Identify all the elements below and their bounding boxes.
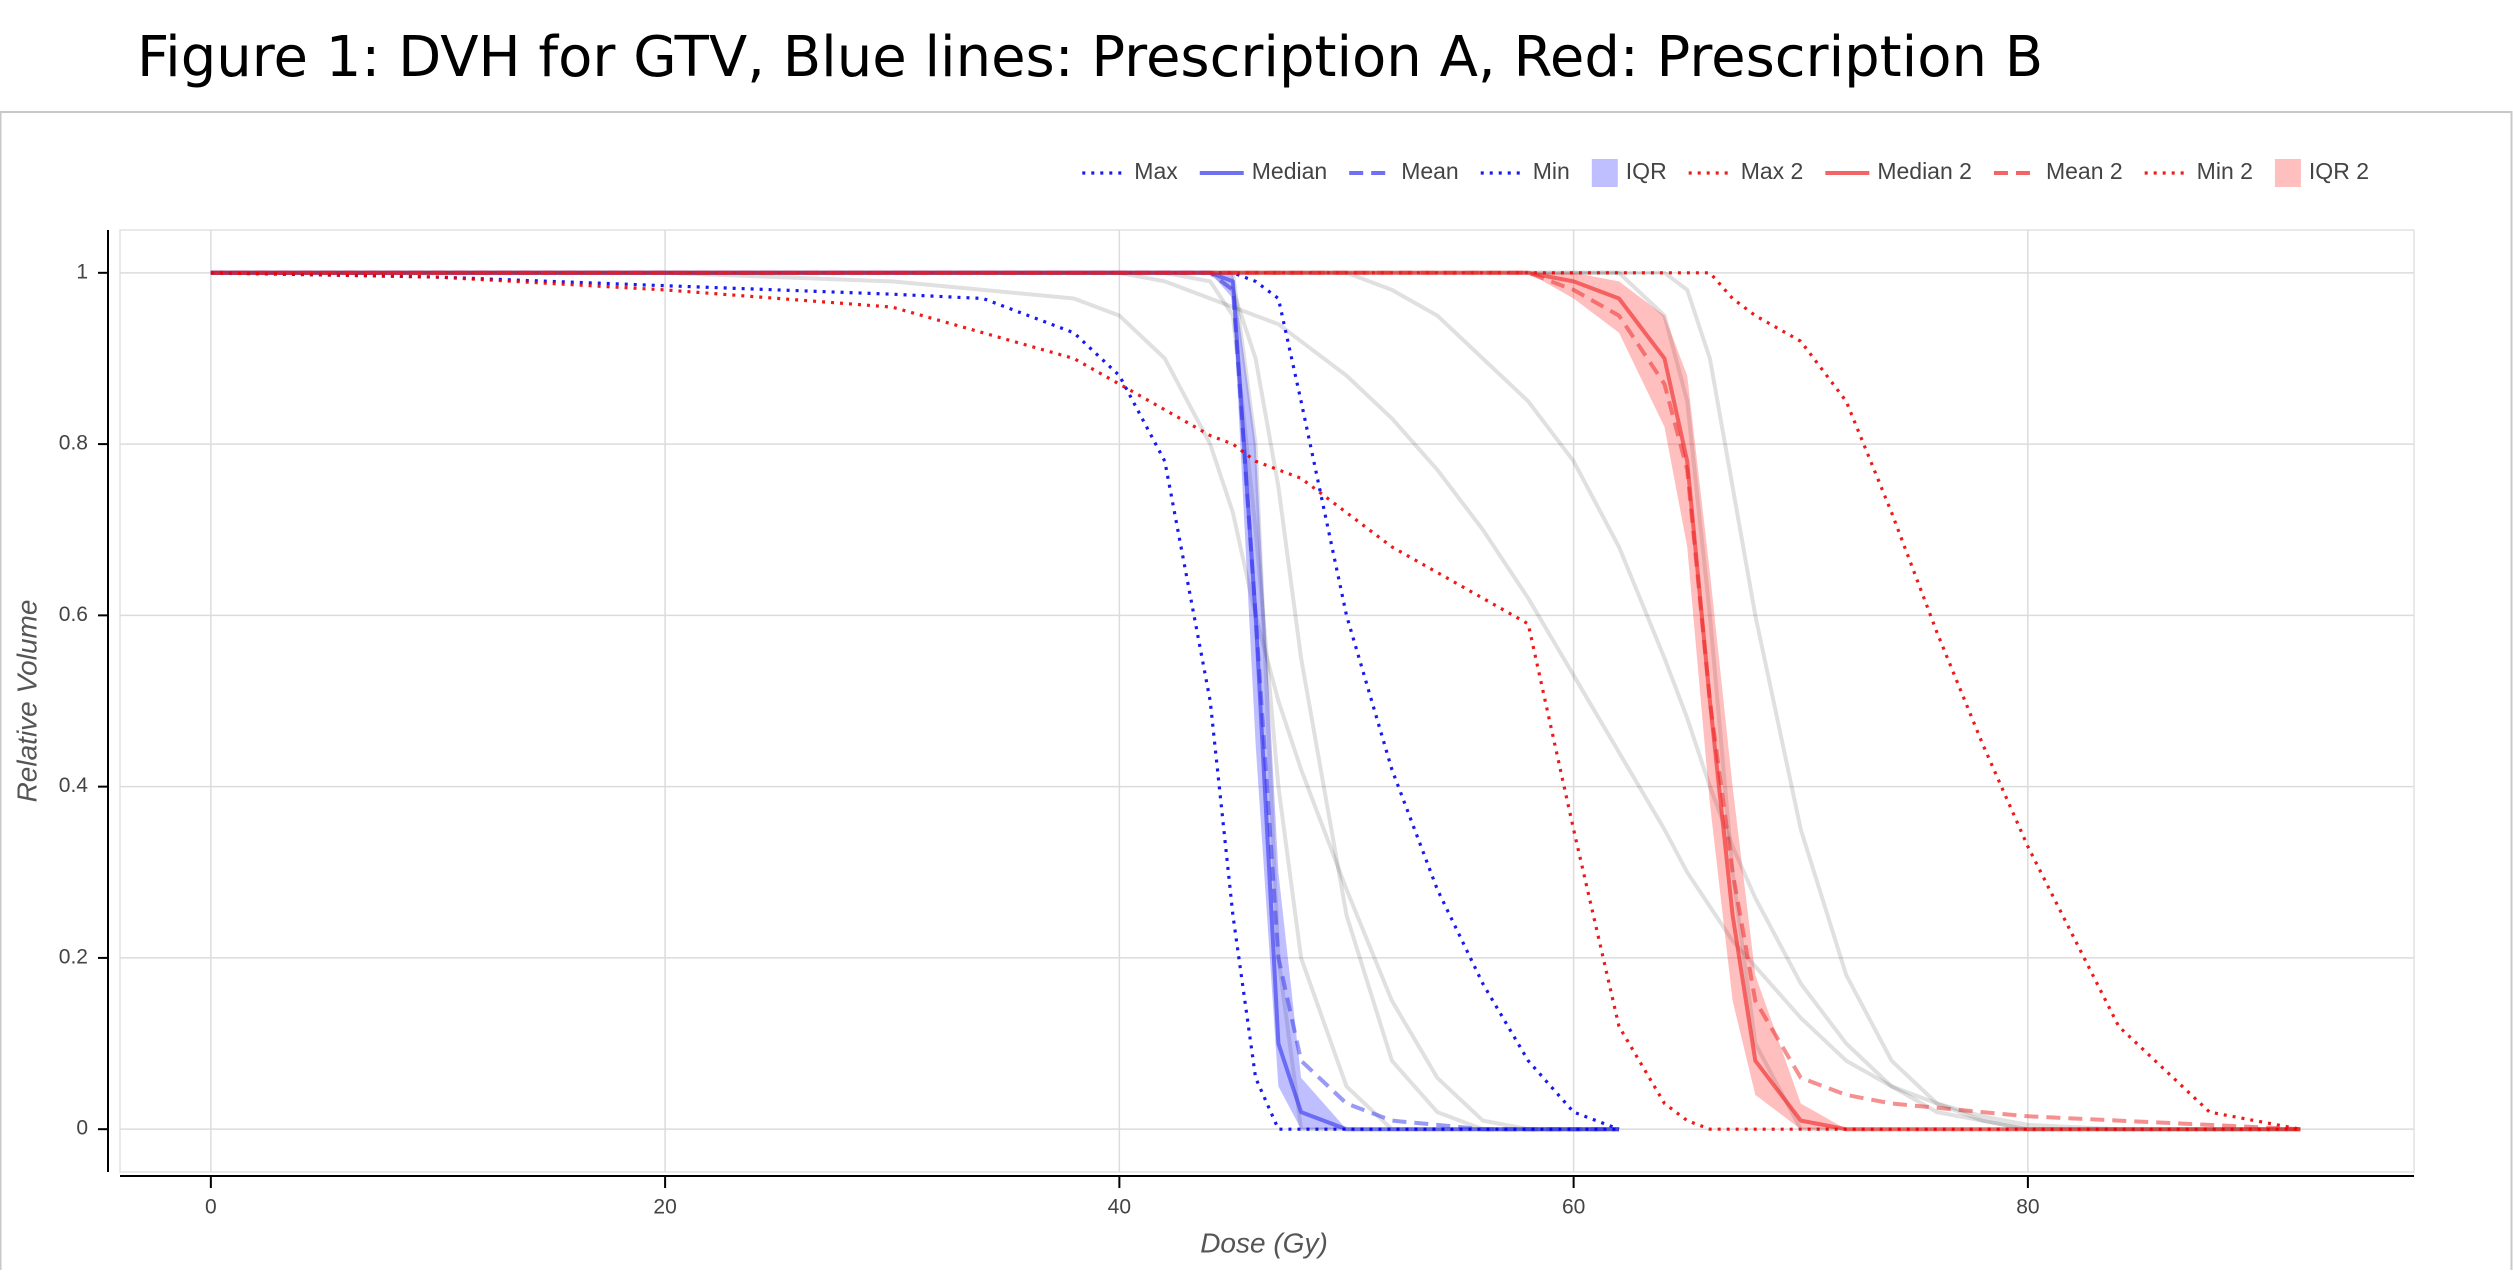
legend: Max Median Mean Min IQR Max 2 Median 2 Mean 2 Mi… xyxy=(1082,158,2369,187)
x-tick-label: 80 xyxy=(2016,1196,2039,1219)
figure-frame xyxy=(0,111,2513,1275)
chart-title: Figure 1: DVH for GTV, Blue lines: Presc… xyxy=(137,25,2043,90)
y-axis-title: Relative Volume xyxy=(11,600,42,803)
legend-label: Median 2 xyxy=(1877,158,1972,184)
legend-label: IQR xyxy=(1626,158,1667,184)
legend-swatch xyxy=(2274,159,2301,187)
legend-label: Mean xyxy=(1401,158,1459,184)
legend-label: Mean 2 xyxy=(2046,158,2123,184)
x-tick-label: 20 xyxy=(653,1196,676,1219)
series-line xyxy=(210,270,1619,1132)
legend-label: Max 2 xyxy=(1741,158,1804,184)
y-tick-label: 0.4 xyxy=(59,774,89,797)
y-tick-label: 0.8 xyxy=(59,432,88,455)
series-line xyxy=(210,271,2301,1131)
legend-swatch xyxy=(1591,159,1618,187)
legend-label: IQR 2 xyxy=(2309,158,2369,184)
trace-line xyxy=(210,270,1619,1132)
legend-label: Max xyxy=(1134,158,1178,184)
series-line xyxy=(210,271,1620,1131)
legend-label: Min 2 xyxy=(2197,158,2253,184)
y-tick-label: 0 xyxy=(76,1117,88,1140)
x-tick-label: 60 xyxy=(1562,1196,1585,1219)
series-line xyxy=(210,270,1619,1132)
trace-line xyxy=(210,270,1619,1132)
legend-label: Min xyxy=(1533,158,1570,184)
y-tick-label: 1 xyxy=(76,260,88,283)
iqr-band xyxy=(210,272,1619,1130)
trace-line xyxy=(210,270,1619,1132)
series-line xyxy=(210,271,1619,1131)
x-tick-label: 40 xyxy=(1108,1196,1131,1219)
legend-label: Median xyxy=(1252,158,1327,184)
y-tick-label: 0.6 xyxy=(59,603,88,626)
trace-line xyxy=(210,270,1619,1132)
y-tick-label: 0.2 xyxy=(59,945,88,968)
x-axis-title: Dose (Gy) xyxy=(1200,1227,1328,1258)
x-tick-label: 0 xyxy=(205,1196,217,1219)
series-line xyxy=(210,270,2301,1132)
plot-area xyxy=(119,229,2415,1173)
